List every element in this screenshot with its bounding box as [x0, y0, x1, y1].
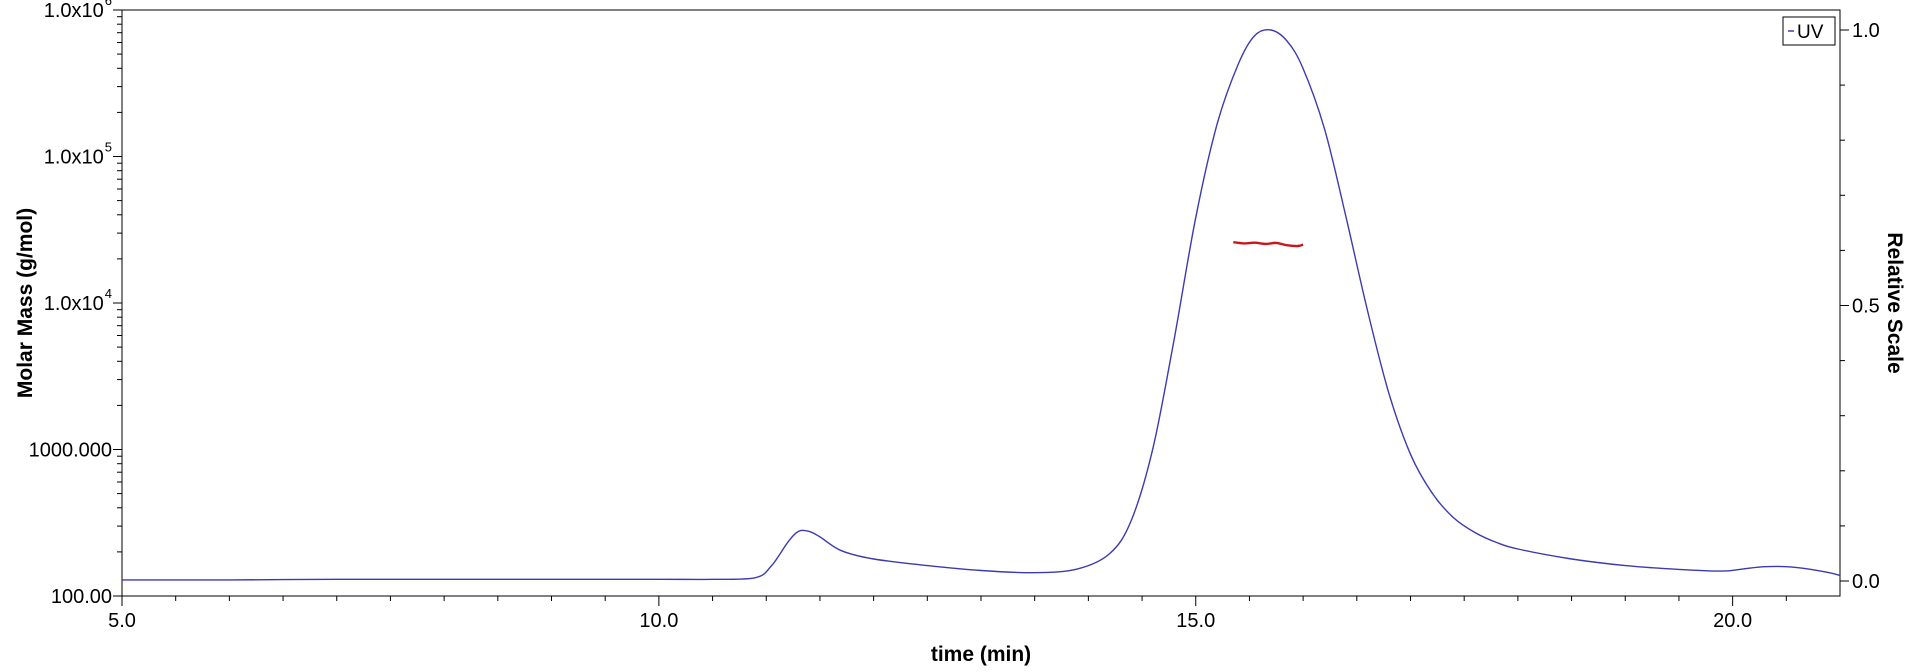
- x-tick-label: 20.0: [1713, 610, 1752, 632]
- y-axis-right-title: Relative Scale: [1883, 232, 1906, 373]
- legend-box: [1782, 16, 1836, 46]
- molar-mass-line: [1233, 241, 1304, 248]
- y-left-tick-base: 1.0x10: [44, 293, 104, 315]
- legend: UV: [1782, 16, 1836, 46]
- y-left-tick-base: 1.0x10: [44, 0, 104, 22]
- legend-uv-label: UV: [1797, 22, 1824, 43]
- y-left-tick-label: 100.00: [51, 586, 112, 608]
- y-right-tick-label: 0.0: [1852, 571, 1880, 593]
- x-tick-label: 5.0: [108, 610, 136, 632]
- y-right-tick-label: 1.0: [1852, 20, 1880, 42]
- x-tick-label: 10.0: [639, 610, 678, 632]
- data-series: [121, 29, 1841, 581]
- y-left-tick-exponent: 6: [105, 0, 112, 8]
- y-left-tick-exponent: 5: [105, 140, 112, 155]
- y-right-tick-label: 0.5: [1852, 296, 1880, 318]
- y-left-tick-label: 1000.000: [29, 440, 112, 462]
- axis-ticks: 5.0 10.0 15.0 20.0100.001000.0001.0x1041.0x…: [29, 0, 1880, 632]
- y-axis-left-title: Molar Mass (g/mol): [14, 208, 37, 398]
- x-tick-label: 15.0: [1176, 610, 1215, 632]
- y-left-tick-base: 100.00: [51, 586, 112, 608]
- y-left-tick-exponent: 4: [105, 286, 112, 301]
- uv-trace-line: [121, 29, 1841, 581]
- y-left-tick-label: 1.0x104: [44, 286, 112, 315]
- y-left-tick-base: 1.0x10: [44, 147, 104, 169]
- x-axis-title: time (min): [931, 643, 1031, 666]
- y-left-tick-label: 1.0x105: [44, 140, 112, 169]
- y-left-tick-base: 1000.000: [29, 440, 112, 462]
- plot-frame: [121, 9, 1841, 597]
- y-left-tick-label: 1.0x106: [44, 0, 112, 22]
